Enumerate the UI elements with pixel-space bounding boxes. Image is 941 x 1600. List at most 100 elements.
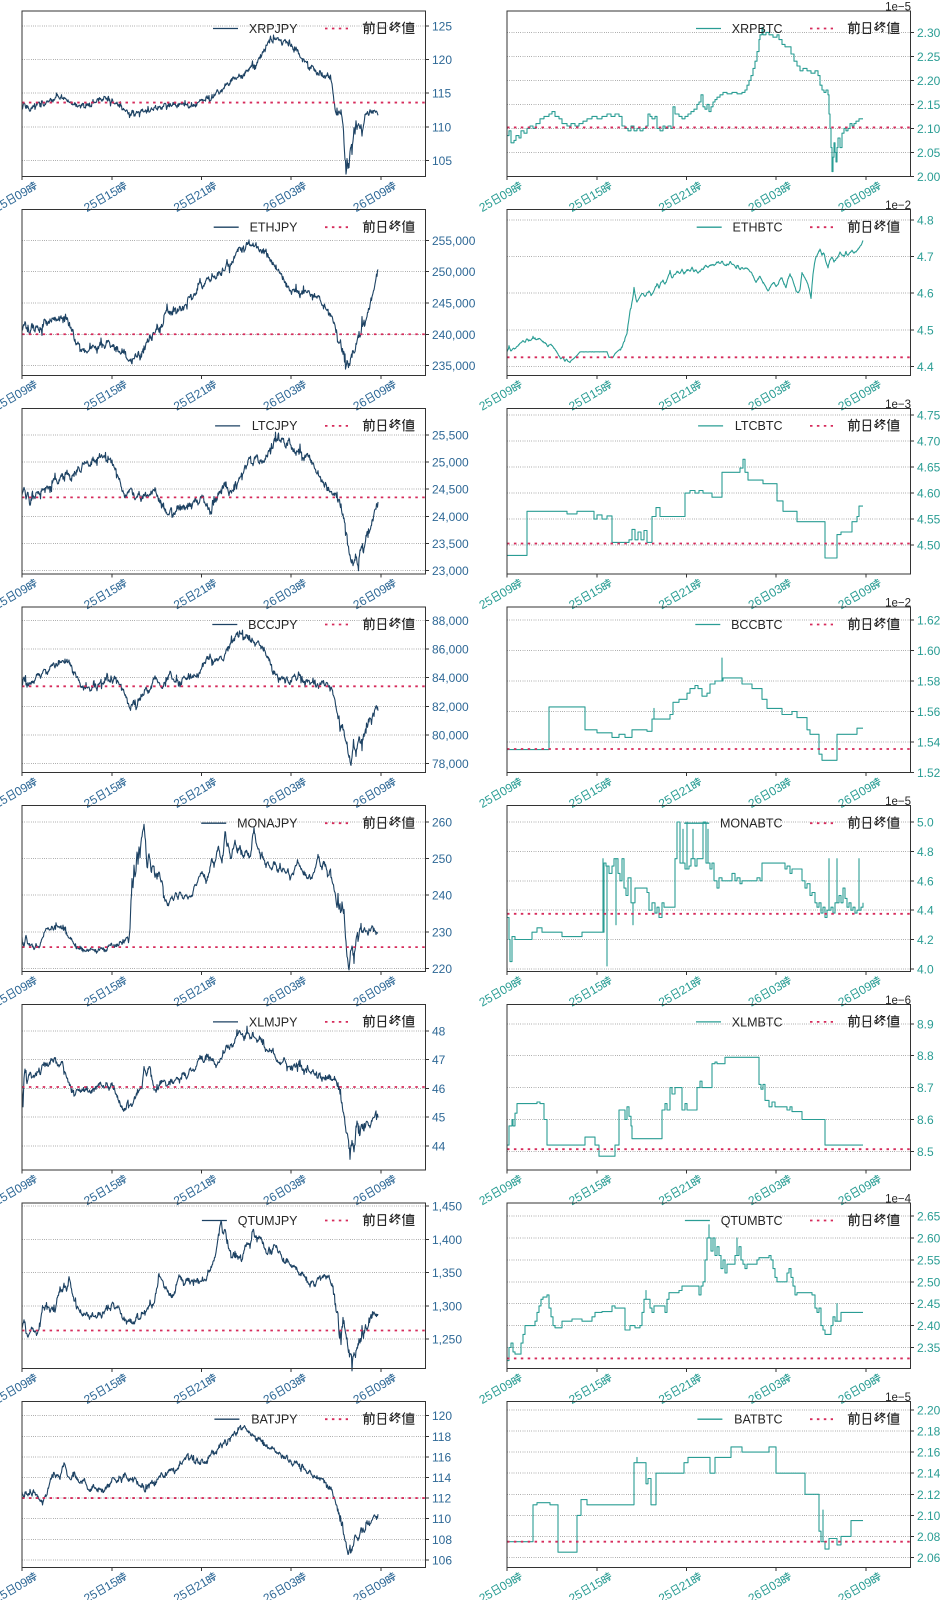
svg-text:1.58: 1.58 [917,674,941,688]
svg-text:15: 15 [102,780,121,799]
svg-text:1.56: 1.56 [917,705,941,719]
svg-text:4.55: 4.55 [917,513,941,527]
svg-text:09: 09 [371,184,390,203]
svg-text:ETHJPY: ETHJPY [250,221,299,235]
svg-text:110: 110 [432,120,451,134]
svg-text:110: 110 [432,1512,451,1526]
svg-text:2.50: 2.50 [917,1275,941,1289]
svg-text:09: 09 [12,1575,31,1594]
svg-text:2.20: 2.20 [917,1404,941,1418]
svg-text:2.45: 2.45 [917,1297,941,1311]
svg-text:25: 25 [0,1587,10,1600]
svg-text:09: 09 [371,1177,390,1196]
svg-text:105: 105 [432,154,452,168]
svg-text:2.40: 2.40 [917,1319,941,1333]
svg-text:4.0: 4.0 [917,962,934,976]
svg-text:15: 15 [587,780,606,799]
svg-text:09: 09 [497,979,516,998]
svg-text:15: 15 [587,383,606,402]
svg-text:09: 09 [12,383,31,402]
svg-text:03: 03 [281,581,300,600]
svg-text:25: 25 [477,593,496,612]
svg-text:09: 09 [856,581,875,600]
svg-text:1e−5: 1e−5 [885,2,911,14]
svg-text:25: 25 [0,1189,10,1208]
svg-text:21: 21 [677,184,696,203]
svg-text:23,500: 23,500 [432,537,469,551]
svg-text:45: 45 [432,1111,446,1125]
svg-text:118: 118 [432,1430,451,1444]
svg-text:15: 15 [102,383,121,402]
svg-text:25: 25 [477,395,496,414]
svg-text:21: 21 [677,581,696,600]
svg-text:4.2: 4.2 [917,933,934,947]
svg-text:15: 15 [587,184,606,203]
svg-text:108: 108 [432,1533,452,1547]
svg-text:80,000: 80,000 [432,728,469,742]
svg-text:15: 15 [102,979,121,998]
svg-text:09: 09 [497,383,516,402]
svg-text:21: 21 [677,1177,696,1196]
svg-text:15: 15 [102,184,121,203]
svg-text:MONAJPY: MONAJPY [237,817,298,831]
svg-text:230: 230 [432,925,452,939]
svg-text:250,000: 250,000 [432,265,476,279]
svg-text:25,000: 25,000 [432,456,469,470]
svg-text:21: 21 [677,383,696,402]
svg-text:25: 25 [0,196,10,215]
svg-text:1e−3: 1e−3 [885,399,911,411]
svg-text:XRPJPY: XRPJPY [249,22,298,36]
svg-text:21: 21 [192,383,211,402]
svg-text:4.8: 4.8 [917,845,934,859]
svg-text:1.62: 1.62 [917,613,941,627]
svg-text:09: 09 [371,581,390,600]
svg-text:2.10: 2.10 [917,1509,941,1523]
svg-text:2.55: 2.55 [917,1253,941,1267]
svg-text:09: 09 [497,184,516,203]
svg-text:21: 21 [192,1575,211,1594]
svg-text:4.75: 4.75 [917,409,941,423]
svg-text:09: 09 [12,1376,31,1395]
svg-text:03: 03 [281,184,300,203]
svg-text:4.4: 4.4 [917,360,934,374]
svg-text:09: 09 [856,1376,875,1395]
svg-text:8.7: 8.7 [917,1081,934,1095]
svg-text:25: 25 [0,792,10,811]
svg-text:260: 260 [432,815,452,829]
svg-text:03: 03 [281,1376,300,1395]
svg-text:ETHBTC: ETHBTC [733,221,783,235]
svg-text:21: 21 [677,780,696,799]
svg-text:XLMBTC: XLMBTC [732,1015,783,1029]
svg-text:09: 09 [497,1575,516,1594]
svg-text:2.35: 2.35 [917,1341,941,1355]
svg-text:4.8: 4.8 [917,213,934,227]
svg-text:112: 112 [432,1492,451,1506]
svg-text:8.9: 8.9 [917,1017,934,1031]
svg-text:21: 21 [192,780,211,799]
svg-text:235,000: 235,000 [432,359,476,373]
svg-text:09: 09 [856,1177,875,1196]
svg-text:03: 03 [281,383,300,402]
svg-text:23,000: 23,000 [432,564,469,578]
svg-text:1,300: 1,300 [432,1299,462,1313]
svg-text:24,000: 24,000 [432,510,469,524]
svg-text:120: 120 [432,1409,452,1423]
svg-text:1.60: 1.60 [917,644,941,658]
svg-text:240,000: 240,000 [432,328,476,342]
svg-text:1,400: 1,400 [432,1233,462,1247]
svg-text:03: 03 [281,1177,300,1196]
svg-text:BATJPY: BATJPY [251,1413,298,1427]
svg-text:240: 240 [432,889,452,903]
svg-text:1.52: 1.52 [917,766,941,780]
svg-text:21: 21 [192,184,211,203]
svg-text:4.5: 4.5 [917,323,934,337]
svg-text:78,000: 78,000 [432,757,469,771]
svg-text:88,000: 88,000 [432,614,469,628]
svg-text:115: 115 [432,87,451,101]
svg-text:8.8: 8.8 [917,1049,934,1063]
svg-text:24,500: 24,500 [432,483,469,497]
svg-text:25: 25 [477,1189,496,1208]
svg-text:XRPBTC: XRPBTC [732,22,783,36]
svg-text:1,250: 1,250 [432,1333,462,1347]
svg-text:09: 09 [497,1177,516,1196]
